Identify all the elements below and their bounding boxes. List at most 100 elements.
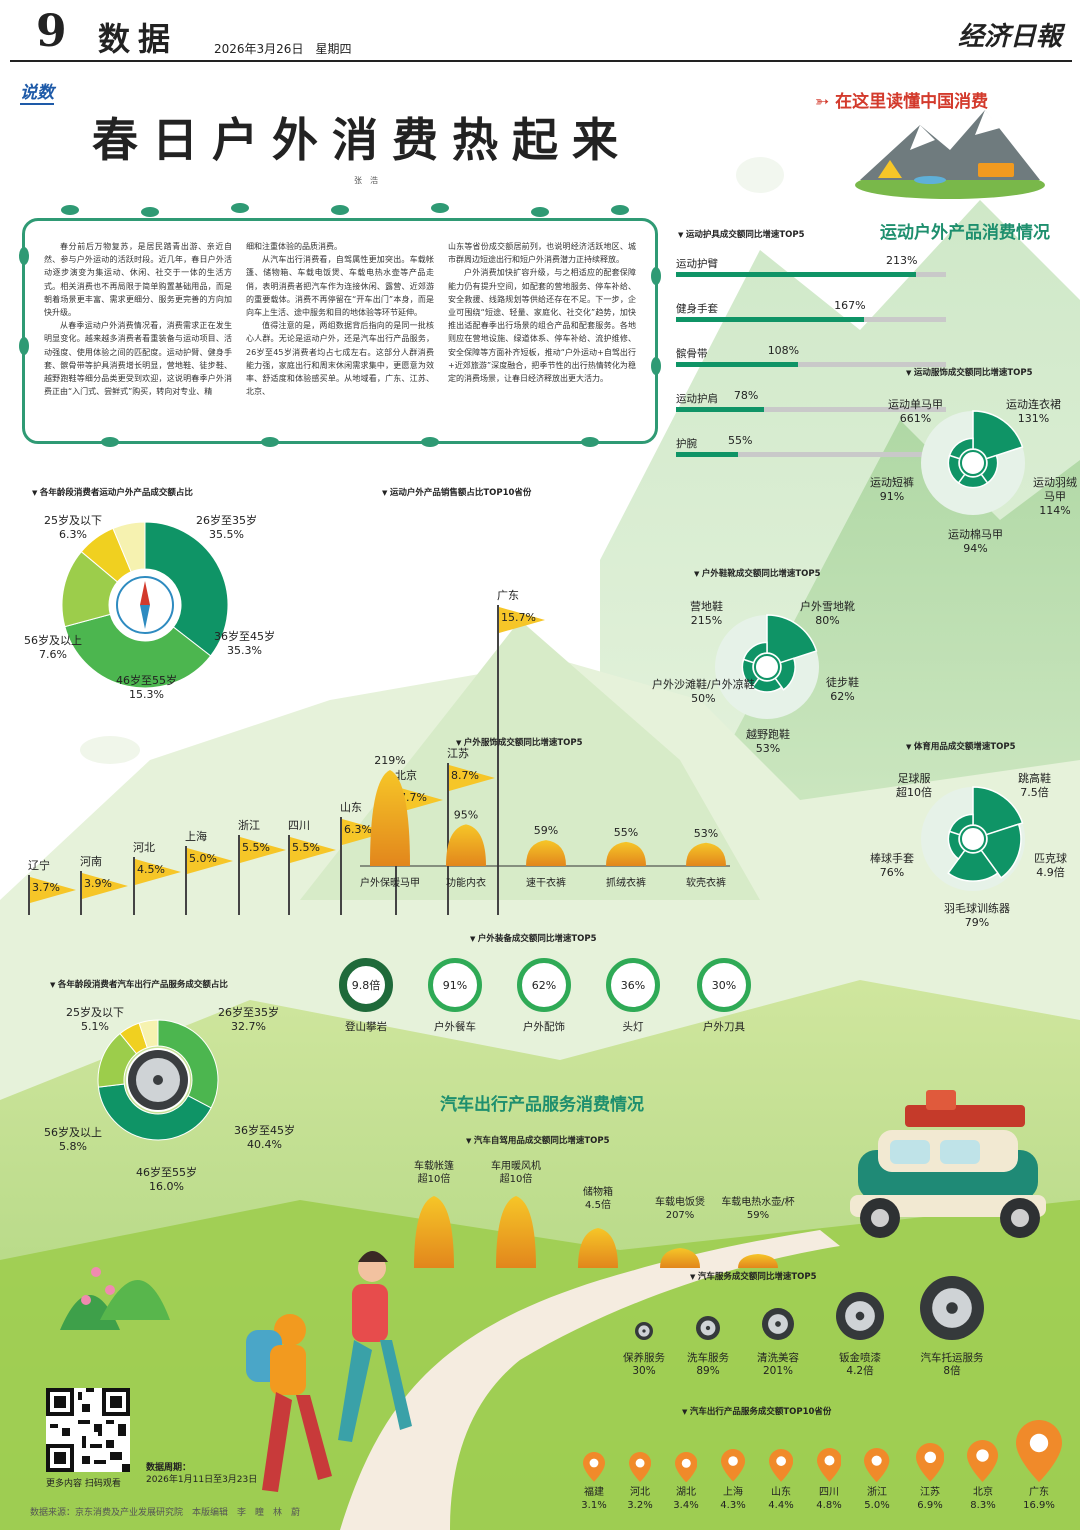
pin-value: 3.1% — [581, 1500, 607, 1511]
newspaper-logo: 经济日報 — [958, 22, 1063, 52]
pin-name: 湖北 — [676, 1487, 696, 1498]
flame-bar — [414, 1196, 454, 1268]
age-outdoor-donut-chart — [61, 521, 229, 689]
flag-pole — [340, 816, 342, 915]
radial-label-value: 79% — [964, 916, 990, 929]
bar-value: 55% — [728, 434, 753, 447]
header-rule — [10, 60, 1072, 62]
shoes-radial-chart — [715, 614, 819, 719]
self-drive-name: 车载帐篷 — [414, 1161, 454, 1172]
flag-icon — [342, 818, 388, 845]
flag-name: 江苏 — [447, 746, 469, 760]
flag-name: 广东 — [497, 589, 519, 602]
self-drive-value: 超10倍 — [417, 1174, 451, 1185]
article-paragraph: 细和注重体验的品质消费。 — [246, 242, 342, 251]
equipment-value: 30% — [711, 978, 737, 992]
pin-label: 浙江 5.0% — [855, 1486, 899, 1512]
pin-label: 四川 4.8% — [807, 1486, 851, 1512]
flame-bar — [370, 770, 410, 866]
flag-name: 辽宁 — [28, 859, 50, 872]
chart-title: 各年龄段消费者汽车出行产品服务成交额占比 — [50, 978, 228, 990]
bar-fill — [676, 317, 865, 322]
promo-tag-text: 在这里读懂中国消费 — [835, 92, 989, 112]
auto-service-label: 保养服务 30% — [599, 1352, 689, 1378]
donut-label-name: 26岁至35岁 — [196, 514, 257, 527]
auto-service-label: 洗车服务 89% — [663, 1352, 753, 1378]
byline: 张 浩 — [354, 176, 378, 185]
article-paragraph: 从春季运动户外消费情况看，消费需求正在发生明显变化。越来越多消费者看重装备与运动… — [44, 321, 232, 397]
flag-value: 5.5% — [242, 840, 270, 854]
arrow-icon: ➳ — [815, 92, 836, 112]
flag-icon — [449, 764, 495, 791]
auto-service-name: 保养服务 — [623, 1352, 665, 1364]
radial-label: 运动连衣裙 131% — [1006, 398, 1061, 426]
self-drive-name: 车载电热水壶/杯 — [721, 1197, 795, 1208]
radial-label-value: 53% — [755, 742, 781, 755]
donut-label: 26岁至35岁 32.7% — [218, 1006, 279, 1034]
flame-value: 53% — [694, 827, 718, 840]
vine-decoration-icon — [19, 203, 661, 447]
radial-bar — [948, 437, 974, 460]
donut-slice — [144, 521, 229, 657]
donut-label-value: 40.4% — [247, 1138, 282, 1151]
auto-section-title: 汽车出行产品服务消费情况 — [440, 1095, 644, 1115]
radial-label-name: 徒步鞋 — [826, 676, 859, 689]
pin-value: 16.9% — [1023, 1500, 1055, 1511]
article-column-2: 细和注重体验的品质消费。 从汽车出行消费看，自驾属性更加突出。车载帐篷、储物箱、… — [246, 240, 434, 398]
hikers-illustration — [246, 1251, 412, 1492]
auto-service-value: 8倍 — [943, 1365, 961, 1377]
equipment-name: 头灯 — [622, 1021, 644, 1033]
chart-title: 户外鞋靴成交额同比增速TOP5 — [694, 567, 821, 579]
bar-value: 78% — [733, 389, 759, 402]
radial-bar — [948, 813, 974, 836]
radial-label: 运动羽绒马甲 114% — [1030, 476, 1080, 518]
radial-label-name: 运动连衣裙 — [1006, 398, 1061, 411]
auto-service-name: 清洗美容 — [757, 1352, 799, 1364]
radial-bar — [766, 614, 818, 664]
pin-label: 福建 3.1% — [572, 1486, 616, 1512]
flame-bar — [738, 1254, 778, 1268]
radial-label-value: 131% — [1017, 412, 1050, 425]
flag-icon — [187, 847, 233, 874]
bar-value: 108% — [767, 344, 800, 357]
bar-label: 运动护肩 — [676, 393, 718, 405]
donut-label-value: 16.0% — [149, 1180, 184, 1193]
chart-title: 运动服饰成交额同比增速TOP5 — [906, 366, 1033, 378]
section-name: 数据 — [98, 20, 179, 58]
issue-date: 2026年3月26日 星期四 — [214, 42, 352, 56]
chart-title: 各年龄段消费者运动户外产品成交额占比 — [32, 486, 193, 498]
donut-label: 36岁至45岁 35.3% — [214, 630, 275, 658]
flag-name: 山东 — [340, 800, 362, 814]
donut-label-name: 25岁及以下 — [44, 514, 102, 527]
equipment-circle: 91% — [428, 958, 482, 1012]
auto-service-value: 4.2倍 — [846, 1365, 874, 1377]
outdoor-clothing-chart: 219% 95% 59% 55% 53% — [360, 754, 730, 867]
radial-label: 越野跑鞋 53% — [746, 728, 790, 756]
flame-value: 59% — [534, 824, 558, 837]
donut-label-value: 35.3% — [227, 644, 262, 657]
flame-label: 速干衣裤 — [526, 878, 566, 889]
donut-label: 25岁及以下 5.1% — [66, 1006, 124, 1034]
flag-pole — [447, 762, 449, 915]
car-illustration — [850, 1090, 1046, 1238]
footer-credits: 数据来源：京东消费及产业发展研究院 本版编辑 李 瞳 林 蔚 — [30, 1508, 301, 1518]
auto-service-value: 89% — [696, 1365, 720, 1377]
qr-code-icon[interactable] — [46, 1388, 130, 1472]
chart-title: 户外服饰成交额同比增速TOP5 — [456, 736, 583, 748]
map-pin-icon — [864, 1447, 890, 1482]
flag-name: 四川 — [288, 818, 310, 832]
promo-tag: ➳ 在这里读懂中国消费 — [815, 87, 988, 112]
flag-value: 7.7% — [399, 791, 427, 804]
radial-label-name: 棒球手套 — [870, 852, 914, 865]
donut-label-value: 6.3% — [59, 528, 87, 541]
outdoor-section-title: 运动户外产品消费情况 — [880, 223, 1050, 243]
flame-value: 219% — [374, 754, 405, 767]
self-drive-label: 车用暖风机 超10倍 — [471, 1160, 561, 1186]
flag-value: 3.9% — [84, 876, 112, 890]
radial-label-value: 215% — [690, 614, 723, 627]
radial-label-value: 114% — [1039, 504, 1071, 517]
flag-pole — [497, 605, 499, 915]
pin-value: 4.4% — [768, 1500, 794, 1511]
flame-value: 55% — [614, 826, 638, 839]
radial-label-value: 4.9倍 — [1036, 866, 1065, 879]
